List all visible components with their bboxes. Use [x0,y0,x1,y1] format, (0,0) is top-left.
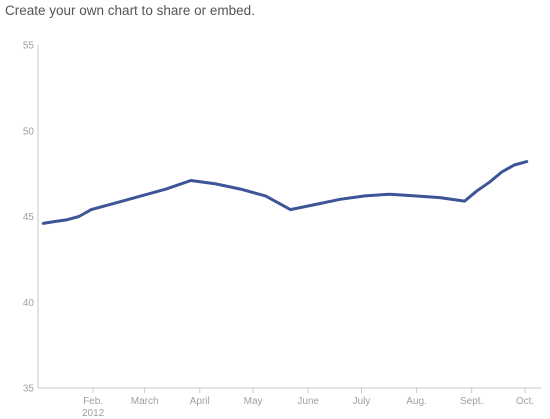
x-axis: Feb.2012 March April May June July Aug. Sept. Oc… [38,387,541,419]
series-group [41,160,529,225]
y-axis: 35 40 45 50 55 [23,41,39,395]
series-line-1 [41,160,529,225]
x-tick-label: May [244,396,263,407]
x-tick-label: Oct. [516,396,534,407]
y-tick-label: 55 [23,41,35,52]
x-tick-label: Sept. [460,396,483,407]
x-tick-label: April [190,396,210,407]
y-tick-label: 35 [23,384,35,395]
x-tick-label: Feb. [83,396,103,407]
x-tick-label: July [353,396,371,407]
y-tick-label: 50 [23,126,35,137]
x-tick-sublabel: 2012 [82,408,105,419]
x-tick-label: June [297,396,319,407]
x-tick-label: March [131,396,159,407]
x-tick-label: Aug. [406,396,427,407]
y-tick-label: 40 [23,298,35,309]
y-tick-label: 45 [23,212,35,223]
header-title: Create your own chart to share or embed. [5,3,255,18]
